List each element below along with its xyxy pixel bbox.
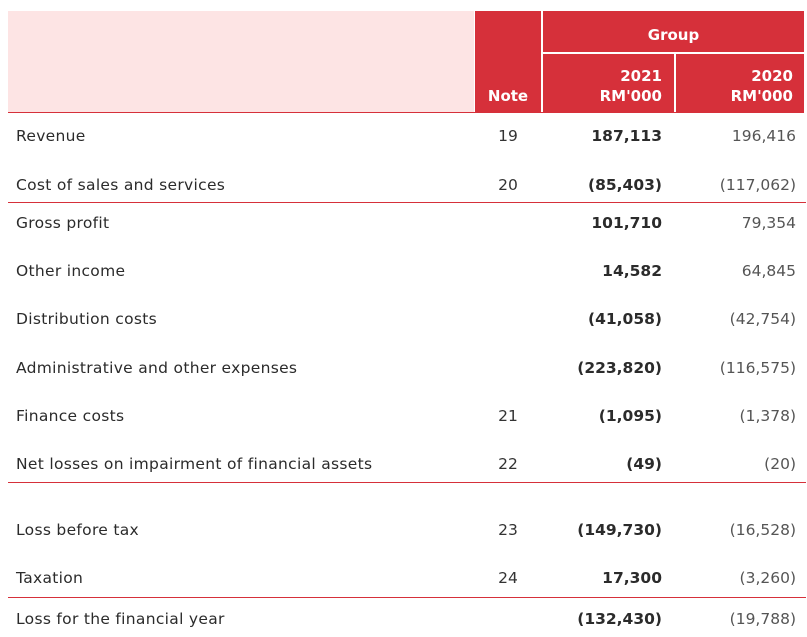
row-label-revenue: Revenue: [16, 127, 86, 145]
row-note-revenue: 19: [498, 127, 518, 145]
row-2020-loss-for-year: (19,788): [729, 610, 796, 628]
row-label-taxation: Taxation: [16, 569, 84, 587]
header-note-cell: [475, 11, 541, 112]
row-2021-impairment-losses: (49): [626, 455, 662, 473]
row-2020-other-income: 64,845: [741, 262, 796, 280]
row-note-cost-of-sales: 20: [498, 176, 518, 194]
row-2020-cost-of-sales: (117,062): [719, 176, 796, 194]
row-2021-revenue: 187,113: [591, 127, 662, 145]
row-2021-taxation: 17,300: [602, 569, 662, 587]
row-2020-taxation: (3,260): [739, 569, 796, 587]
unit-2020-header: RM'000: [730, 87, 793, 105]
year-2021-header: 2021: [620, 67, 662, 85]
row-2020-impairment-losses: (20): [764, 455, 796, 473]
subtotal-rule: [8, 202, 806, 203]
header-2020-cell: [676, 54, 804, 112]
header-2021-cell: [543, 54, 674, 112]
year-2020-header: 2020: [751, 67, 793, 85]
row-label-loss-before-tax: Loss before tax: [16, 521, 139, 539]
row-label-finance-costs: Finance costs: [16, 407, 125, 425]
row-2021-finance-costs: (1,095): [598, 407, 662, 425]
row-2021-loss-for-year: (132,430): [577, 610, 662, 628]
row-note-loss-before-tax: 23: [498, 521, 518, 539]
row-label-other-income: Other income: [16, 262, 126, 280]
row-2020-distribution-costs: (42,754): [729, 310, 796, 328]
row-2020-loss-before-tax: (16,528): [729, 521, 796, 539]
row-label-admin-expenses: Administrative and other expenses: [16, 359, 298, 377]
subtotal-rule: [8, 597, 806, 598]
header-label-cell: [8, 11, 474, 112]
row-2020-admin-expenses: (116,575): [719, 359, 796, 377]
note-column-header: Note: [487, 87, 529, 105]
row-2021-other-income: 14,582: [602, 262, 662, 280]
row-note-finance-costs: 21: [498, 407, 518, 425]
row-2021-gross-profit: 101,710: [591, 214, 662, 232]
row-label-distribution-costs: Distribution costs: [16, 310, 157, 328]
row-2020-finance-costs: (1,378): [739, 407, 796, 425]
row-note-impairment-losses: 22: [498, 455, 518, 473]
subtotal-rule: [8, 482, 806, 483]
row-2021-loss-before-tax: (149,730): [577, 521, 662, 539]
row-label-impairment-losses: Net losses on impairment of financial as…: [16, 455, 373, 473]
row-2021-cost-of-sales: (85,403): [588, 176, 662, 194]
row-label-gross-profit: Gross profit: [16, 214, 110, 232]
row-label-loss-for-year: Loss for the financial year: [16, 610, 225, 628]
row-label-cost-of-sales: Cost of sales and services: [16, 176, 226, 194]
row-2020-gross-profit: 79,354: [741, 214, 796, 232]
row-2020-revenue: 196,416: [731, 127, 796, 145]
header-group-cell: [543, 11, 804, 52]
header-bottom-rule: [8, 112, 804, 113]
row-note-taxation: 24: [498, 569, 518, 587]
row-2021-admin-expenses: (223,820): [577, 359, 662, 377]
group-column-header: Group: [647, 26, 700, 44]
unit-2021-header: RM'000: [599, 87, 662, 105]
row-2021-distribution-costs: (41,058): [588, 310, 662, 328]
